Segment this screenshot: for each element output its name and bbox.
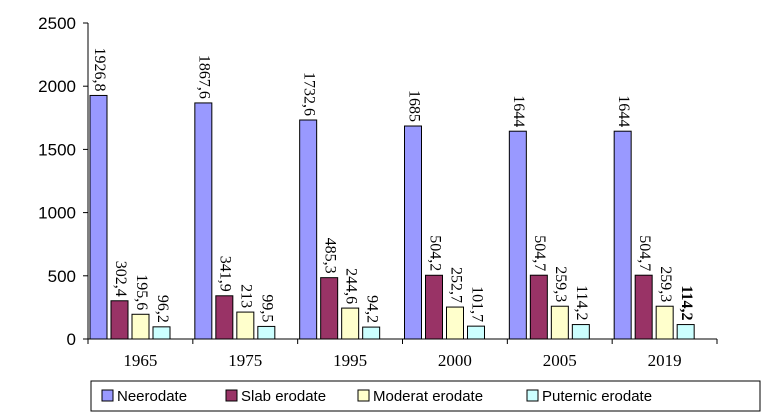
legend-swatch <box>225 389 238 402</box>
data-label: 114,2 <box>573 285 590 320</box>
bar <box>110 300 129 340</box>
data-label: 1732,6 <box>300 72 317 116</box>
legend-label: Moderat erodate <box>373 388 483 405</box>
data-label: 504,7 <box>531 235 548 271</box>
bar <box>152 326 171 340</box>
data-label: 213 <box>238 284 255 308</box>
legend-label: Slab erodate <box>241 388 326 405</box>
bar <box>508 130 527 340</box>
data-label: 1867,6 <box>196 55 213 99</box>
data-label: 1685 <box>405 90 422 122</box>
data-label: 101,7 <box>468 286 485 322</box>
y-tick-label: 1000 <box>38 204 76 223</box>
legend-label: Puternic erodate <box>542 388 652 405</box>
data-label: 259,3 <box>552 266 569 302</box>
bar <box>446 306 464 340</box>
y-tick-label: 2000 <box>38 77 76 96</box>
bar <box>299 119 318 340</box>
legend-swatch <box>101 389 114 402</box>
y-tick-label: 0 <box>67 330 76 349</box>
data-label: 1926,8 <box>91 47 108 91</box>
bar <box>634 274 653 340</box>
data-label: 485,3 <box>321 238 338 274</box>
bar <box>257 325 276 340</box>
y-tick-label: 2500 <box>38 14 76 33</box>
data-label: 195,6 <box>133 274 150 310</box>
bar <box>676 324 695 340</box>
data-label: 504,2 <box>426 235 443 271</box>
x-tick-label: 2019 <box>648 351 682 370</box>
bar <box>341 307 360 340</box>
y-tick-label: 1500 <box>38 140 76 159</box>
data-label: 94,2 <box>363 295 380 323</box>
legend: Neerodate Slab erodate Moderat erodate Pute… <box>90 380 761 412</box>
legend-label: Neerodate <box>117 388 187 405</box>
legend-swatch <box>357 389 370 402</box>
data-label: 302,4 <box>112 261 129 297</box>
legend-swatch <box>526 389 539 402</box>
bar <box>613 130 632 340</box>
data-label: 341,9 <box>217 256 234 292</box>
bar <box>550 305 569 340</box>
bar <box>655 305 674 340</box>
data-label: 96,2 <box>154 295 171 323</box>
legend-box <box>90 380 761 412</box>
data-label: 504,7 <box>636 235 653 271</box>
bar <box>131 313 150 340</box>
data-label: 259,3 <box>657 266 674 302</box>
data-label: 244,6 <box>342 268 359 304</box>
bar <box>320 277 339 340</box>
data-label: 252,7 <box>447 267 464 303</box>
x-tick-label: 2000 <box>438 351 472 370</box>
plot-area: 0 500 1000 1500 2000 2500 1965 1926,8 302,4 195,6… <box>38 14 718 370</box>
x-tick-label: 1965 <box>123 351 157 370</box>
bar <box>89 94 108 340</box>
bar <box>529 274 548 340</box>
data-label: 99,5 <box>259 294 276 322</box>
x-tick-label: 2005 <box>543 351 577 370</box>
bar <box>571 324 590 340</box>
x-tick-label: 1975 <box>228 351 262 370</box>
bar <box>194 102 213 340</box>
bar <box>236 311 255 340</box>
x-tick-label: 1995 <box>333 351 367 370</box>
data-label: 114,2 <box>678 285 695 320</box>
bar <box>215 295 234 340</box>
bar <box>425 274 443 340</box>
data-label: 1644 <box>510 95 527 127</box>
bar <box>404 125 422 340</box>
bar <box>467 325 485 340</box>
y-tick-label: 500 <box>48 267 76 286</box>
bar <box>362 326 381 340</box>
data-label: 1644 <box>615 95 632 127</box>
